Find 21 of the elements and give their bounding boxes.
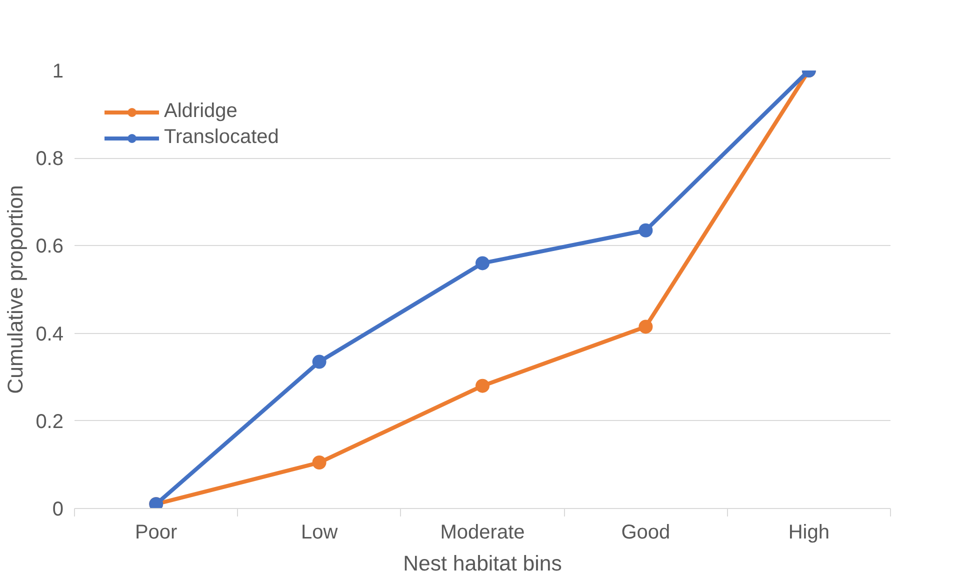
x-tick-label: Low: [300, 522, 338, 544]
y-axis-title: Cumulative proportion: [4, 185, 28, 394]
x-axis-title: Nest habitat bins: [403, 552, 562, 576]
y-tick-label: 1: [52, 60, 64, 82]
y-tick-label: 0.4: [36, 323, 64, 346]
point: [312, 456, 326, 470]
x-tick-label: High: [788, 522, 830, 544]
y-tick-label: 0.6: [36, 236, 64, 258]
point: [638, 320, 653, 334]
point: [312, 354, 326, 369]
point: [476, 378, 490, 393]
legend-label: Translocated: [164, 126, 279, 149]
x-tick-label: Good: [621, 522, 670, 544]
y-tick-label: 0: [52, 498, 64, 520]
point: [476, 256, 490, 270]
legend-label: Aldridge: [164, 100, 238, 123]
y-tick-label: 0.8: [36, 148, 64, 170]
point: [638, 223, 653, 238]
x-tick-label: Poor: [134, 522, 178, 544]
y-tick-label: 0.2: [36, 410, 64, 433]
x-tick-label: Moderate: [440, 522, 525, 544]
